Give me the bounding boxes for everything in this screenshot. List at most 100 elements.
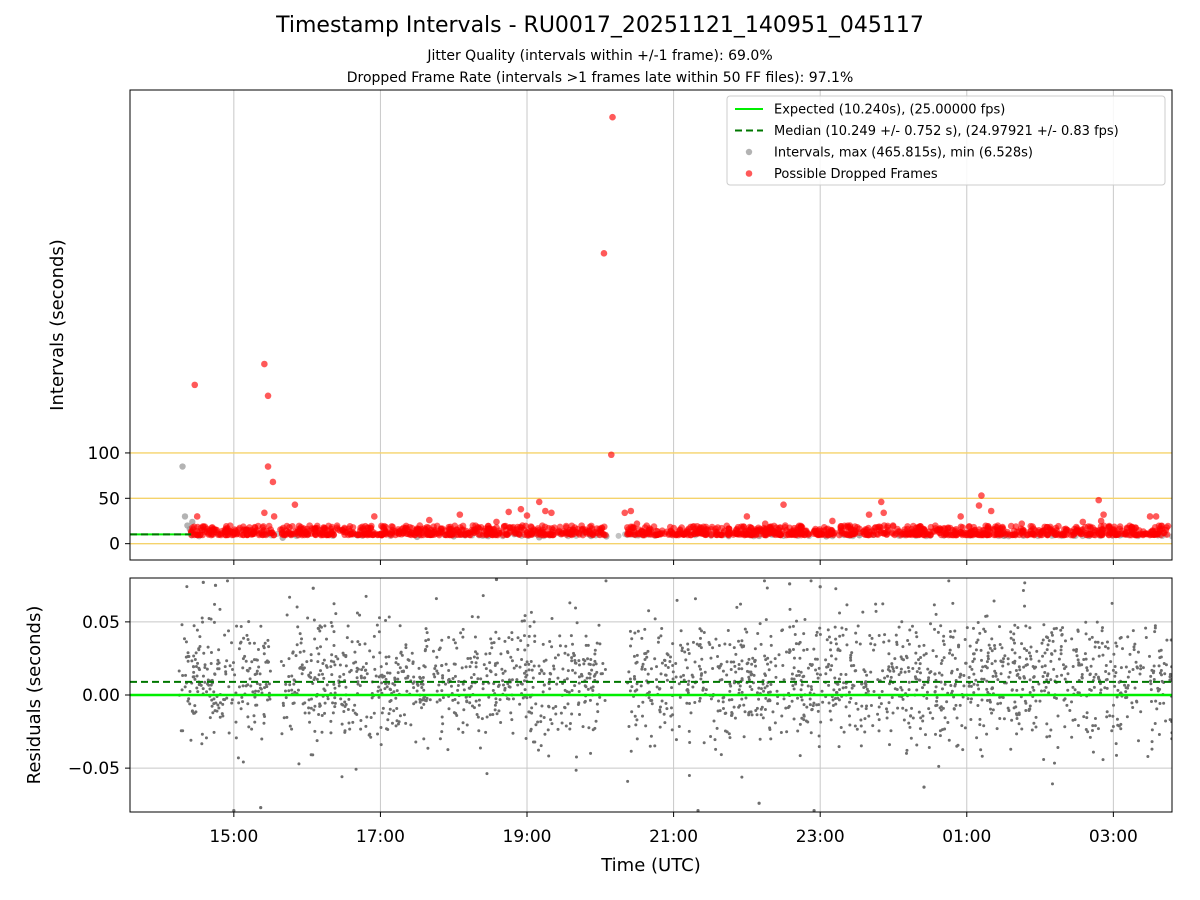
dropped-frame-point [724, 531, 732, 538]
residual-point [1013, 700, 1017, 704]
residual-point [377, 695, 381, 699]
residual-point [317, 673, 321, 677]
residual-point [332, 602, 336, 606]
residual-point [1139, 710, 1143, 714]
dropped-frame-point [780, 501, 787, 508]
residual-point [500, 667, 504, 671]
residual-point [588, 676, 592, 680]
residual-point [511, 731, 515, 735]
residual-point [298, 666, 302, 670]
residual-point [969, 700, 973, 704]
residual-point [790, 672, 794, 676]
residual-point [1101, 653, 1105, 657]
residual-point [969, 718, 973, 722]
residual-point [433, 667, 437, 671]
residual-point [323, 624, 327, 628]
residual-point [693, 701, 697, 705]
residual-point [241, 760, 245, 764]
residual-point [565, 677, 569, 681]
dropped-frame-point [987, 507, 995, 515]
residual-point [534, 723, 538, 727]
residual-point [556, 676, 560, 680]
residual-point [733, 716, 737, 720]
dropped-frame-point [194, 523, 201, 531]
residual-point [563, 706, 567, 710]
residual-point [200, 732, 204, 736]
residual-point [1028, 704, 1032, 708]
residual-point [689, 711, 693, 715]
residual-point [461, 627, 465, 631]
residual-point [1110, 729, 1114, 733]
residual-point [975, 736, 979, 740]
residual-point [506, 682, 510, 686]
residual-point [993, 647, 997, 651]
residual-point [996, 702, 1000, 706]
residual-point [769, 737, 773, 741]
residual-point [470, 615, 474, 619]
residual-point [1108, 714, 1112, 718]
residual-point [1022, 675, 1026, 679]
residual-point [487, 695, 491, 699]
residual-point [571, 668, 575, 672]
residual-point [334, 654, 338, 658]
residual-point [737, 667, 741, 671]
residual-point [839, 725, 843, 729]
residual-point [998, 695, 1002, 699]
residual-point [887, 701, 891, 705]
dropped-frame-point [889, 522, 897, 529]
residual-point [728, 736, 732, 740]
residual-point [279, 660, 283, 664]
residual-point [958, 675, 962, 679]
residual-point [1097, 654, 1101, 658]
residual-point [574, 606, 578, 610]
residual-point [976, 704, 980, 708]
residual-point [679, 643, 683, 647]
residual-point [244, 659, 248, 663]
legend-entry-label: Possible Dropped Frames [774, 167, 938, 182]
residual-point [1027, 707, 1031, 711]
legend[interactable]: Expected (10.240s), (25.00000 fps)Median… [726, 95, 1166, 186]
residual-point [426, 746, 430, 750]
residual-point [595, 702, 599, 706]
legend-box [726, 95, 1166, 186]
residual-point [769, 660, 773, 664]
dropped-frame-point [505, 508, 512, 516]
residual-point [235, 624, 239, 628]
residual-point [961, 748, 965, 752]
residual-point [1068, 708, 1072, 712]
residual-point [577, 659, 581, 663]
residual-point [850, 651, 854, 655]
residual-point [627, 724, 631, 728]
residual-point [1113, 665, 1117, 669]
residual-point [764, 696, 768, 700]
residual-point [476, 677, 480, 681]
residual-point [809, 579, 813, 583]
residual-point [223, 633, 227, 637]
residual-point [959, 673, 963, 677]
residual-point [532, 664, 536, 668]
residual-point [1008, 670, 1012, 674]
residual-point [915, 635, 919, 639]
dropped-frame-point [485, 525, 492, 533]
residual-point [818, 673, 822, 677]
residual-point [899, 655, 903, 659]
residual-point [664, 701, 668, 705]
residual-point [910, 706, 914, 710]
residual-point [203, 663, 207, 667]
residual-point [396, 671, 400, 675]
residual-point [838, 634, 842, 638]
residual-point [539, 720, 543, 724]
residual-point [452, 711, 456, 715]
residual-point [918, 727, 922, 731]
residual-point [241, 684, 245, 688]
residual-point [763, 672, 767, 676]
residual-point [976, 638, 980, 642]
dropped-frame-point [528, 524, 535, 531]
chart-subtitle-dropped: Dropped Frame Rate (intervals >1 frames … [346, 70, 854, 86]
residual-point [474, 699, 478, 703]
residual-point [1160, 679, 1164, 683]
residual-point [990, 649, 994, 653]
residual-point [687, 679, 691, 683]
residual-point [537, 664, 541, 668]
residual-point [266, 638, 270, 642]
